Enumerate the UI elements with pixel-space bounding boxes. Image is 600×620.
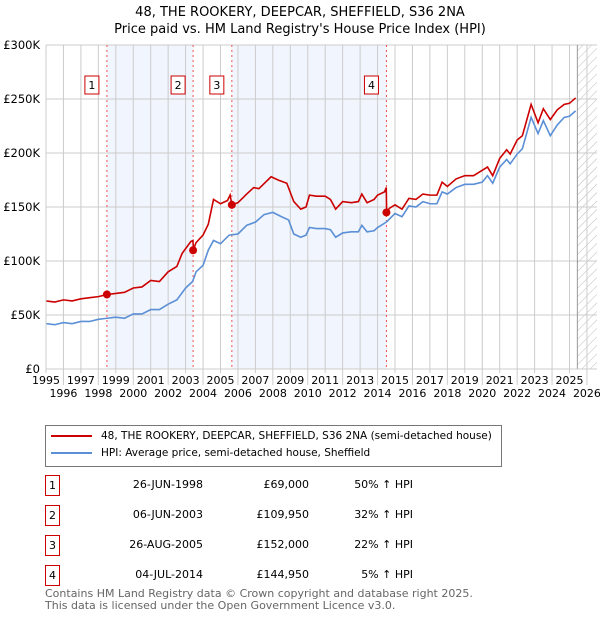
sale-label: 1 <box>88 79 95 92</box>
sale-number-badge: 2 <box>45 505 60 526</box>
sale-date: 26-AUG-2005 <box>129 538 203 551</box>
x-tick-label: 2022 <box>503 387 531 400</box>
x-tick-label: 2005 <box>207 374 235 387</box>
x-tick-label: 2013 <box>346 374 374 387</box>
x-tick-label: 2015 <box>381 374 409 387</box>
footer-line-1: Contains HM Land Registry data © Crown c… <box>45 587 473 600</box>
sale-date: 04-JUL-2014 <box>135 568 203 581</box>
x-tick-label: 2010 <box>294 387 322 400</box>
y-tick-label: £150K <box>3 200 40 214</box>
x-tick-label: 2006 <box>224 387 252 400</box>
sale-hpi-diff: 22% ↑ HPI <box>354 538 413 551</box>
sale-number-badge: 4 <box>45 565 60 586</box>
x-tick-label: 2019 <box>451 374 479 387</box>
x-tick-label: 2018 <box>433 387 461 400</box>
legend-swatch-blue <box>51 452 92 454</box>
x-tick-label: 1998 <box>84 387 112 400</box>
sale-hpi-diff: 5% ↑ HPI <box>361 568 413 581</box>
hpi-line <box>45 110 577 326</box>
x-tick-label: 2017 <box>416 374 444 387</box>
y-tick-label: £300K <box>3 38 40 52</box>
sale-label-box <box>84 75 100 95</box>
x-tick-label: 2009 <box>276 374 304 387</box>
sale-row: 3 26-AUG-2005 £152,000 22% ↑ HPI <box>45 535 413 556</box>
x-tick-label: 2002 <box>154 387 182 400</box>
legend-swatch-red <box>51 435 92 437</box>
sale-label: 4 <box>368 79 375 92</box>
x-tick-label: 2026 <box>573 387 600 400</box>
x-tick-label: 2004 <box>189 387 217 400</box>
legend: 48, THE ROOKERY, DEEPCAR, SHEFFIELD, S36… <box>45 425 502 467</box>
sale-price: £152,000 <box>256 538 310 551</box>
title-line-1: 48, THE ROOKERY, DEEPCAR, SHEFFIELD, S36… <box>135 5 465 20</box>
sale-price: £144,950 <box>256 568 310 581</box>
y-tick-label: £0 <box>25 362 40 376</box>
sale-marker <box>382 208 391 217</box>
x-tick-label: 2003 <box>172 374 200 387</box>
sale-date: 26-JUN-1998 <box>132 478 203 491</box>
sale-marker <box>227 200 236 209</box>
legend-item-hpi: HPI: Average price, semi-detached house,… <box>51 447 370 459</box>
x-tick-label: 2020 <box>468 387 496 400</box>
x-tick-label: 2023 <box>521 374 549 387</box>
x-tick-label: 1996 <box>49 387 77 400</box>
sale-marker <box>189 246 198 255</box>
sale-marker <box>102 290 111 299</box>
x-tick-label: 2000 <box>119 387 147 400</box>
x-tick-label: 2016 <box>398 387 426 400</box>
sale-label-box <box>209 75 225 95</box>
x-tick-label: 1995 <box>32 374 60 387</box>
legend-label: HPI: Average price, semi-detached house,… <box>101 447 371 459</box>
x-tick-label: 2008 <box>259 387 287 400</box>
sale-number-badge: 1 <box>45 475 60 496</box>
sale-label-box <box>170 75 186 95</box>
chart-title: 48, THE ROOKERY, DEEPCAR, SHEFFIELD, S36… <box>0 4 600 38</box>
sale-label: 3 <box>213 79 220 92</box>
sale-hpi-diff: 50% ↑ HPI <box>354 478 413 491</box>
y-tick-label: £200K <box>3 146 40 160</box>
legend-item-property: 48, THE ROOKERY, DEEPCAR, SHEFFIELD, S36… <box>51 430 492 442</box>
sale-label: 2 <box>175 79 182 92</box>
x-tick-label: 2025 <box>556 374 584 387</box>
sale-number-badge: 3 <box>45 535 60 556</box>
sale-row: 2 06-JUN-2003 £109,950 32% ↑ HPI <box>45 505 413 526</box>
y-tick-label: £50K <box>11 308 41 322</box>
x-tick-label: 2024 <box>538 387 566 400</box>
x-tick-label: 1999 <box>102 374 130 387</box>
sale-hpi-diff: 32% ↑ HPI <box>354 508 413 521</box>
price-chart: 1995199619971998199920002001200220032004… <box>3 38 600 400</box>
sale-price: £69,000 <box>263 478 310 491</box>
x-tick-label: 2001 <box>137 374 165 387</box>
x-tick-label: 1997 <box>67 374 95 387</box>
sale-row: 4 04-JUL-2014 £144,950 5% ↑ HPI <box>45 565 413 586</box>
property-line <box>45 97 577 303</box>
legend-label: 48, THE ROOKERY, DEEPCAR, SHEFFIELD, S36… <box>101 430 492 442</box>
x-tick-label: 2007 <box>241 374 269 387</box>
footer: Contains HM Land Registry data © Crown c… <box>45 588 473 612</box>
y-tick-label: £100K <box>3 254 40 268</box>
sale-price: £109,950 <box>256 508 310 521</box>
footer-line-2: This data is licensed under the Open Gov… <box>45 599 396 612</box>
x-tick-label: 2021 <box>486 374 514 387</box>
sale-date: 06-JUN-2003 <box>132 508 203 521</box>
y-tick-label: £250K <box>3 92 40 106</box>
sale-label-box <box>363 75 379 95</box>
x-tick-label: 2011 <box>311 374 339 387</box>
x-tick-label: 2014 <box>364 387 392 400</box>
x-tick-label: 2012 <box>329 387 357 400</box>
title-line-2: Price paid vs. HM Land Registry's House … <box>114 22 486 37</box>
sale-row: 1 26-JUN-1998 £69,000 50% ↑ HPI <box>45 475 413 496</box>
